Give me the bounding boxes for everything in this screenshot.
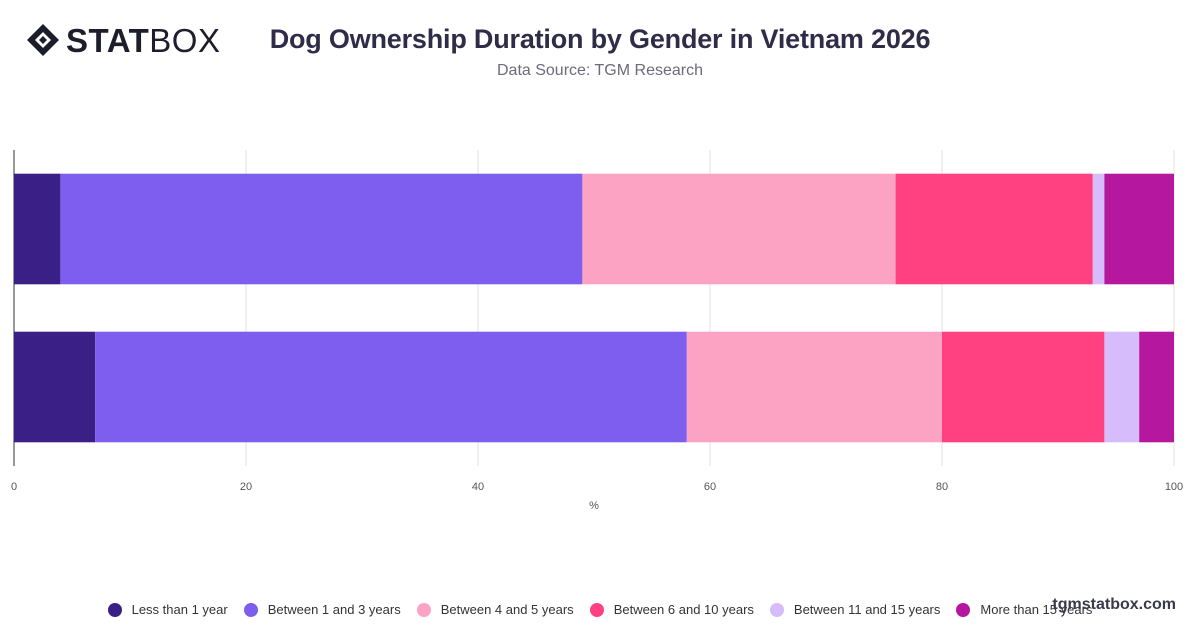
- x-tick-label: 0: [11, 481, 17, 493]
- bar-segment: [14, 331, 96, 443]
- legend-item[interactable]: Between 11 and 15 years: [769, 602, 941, 617]
- bar-segment: [1139, 331, 1174, 443]
- legend-item[interactable]: Less than 1 year: [107, 602, 228, 617]
- statbox-logo: STATBOX: [26, 22, 220, 58]
- stacked-bar-chart: 0 20 40 60 80 100%: [11, 150, 1183, 512]
- bar-segment: [1092, 173, 1105, 285]
- bar-segment: [1104, 173, 1174, 285]
- logo-bold: STAT: [66, 21, 150, 59]
- legend-swatch: [956, 602, 971, 617]
- legend-label: Between 4 and 5 years: [440, 602, 574, 617]
- diamond-logo-icon: [27, 24, 59, 56]
- bar-segment: [14, 173, 61, 285]
- legend-item[interactable]: Between 6 and 10 years: [589, 602, 754, 617]
- x-axis-label: %: [589, 500, 599, 512]
- legend-swatch: [589, 602, 604, 617]
- logo-wordmark: STATBOX: [66, 24, 220, 57]
- x-tick-label: 100: [1165, 481, 1183, 493]
- legend-label: Between 6 and 10 years: [613, 602, 754, 617]
- legend-label: Less than 1 year: [131, 602, 228, 617]
- chart-title: Dog Ownership Duration by Gender in Viet…: [269, 24, 931, 54]
- legend-label: Between 1 and 3 years: [267, 602, 401, 617]
- legend-item[interactable]: More than 15 years: [956, 602, 1092, 617]
- legend-item[interactable]: Between 4 and 5 years: [416, 602, 574, 617]
- chart-subtitle: Data Source: TGM Research: [496, 62, 703, 79]
- x-tick-label: 80: [936, 481, 948, 493]
- bar-segment: [942, 331, 1105, 443]
- x-tick-label: 40: [472, 481, 484, 493]
- legend-label: Between 11 and 15 years: [793, 602, 941, 617]
- watermark: tgmstatbox.com: [1052, 596, 1176, 613]
- legend-swatch: [107, 602, 122, 617]
- bar-segment: [60, 173, 583, 285]
- bar-segment: [1104, 331, 1140, 443]
- legend-label: More than 15 years: [980, 602, 1093, 617]
- legend-swatch: [416, 602, 431, 617]
- bar-segment: [582, 173, 896, 285]
- x-tick-label: 60: [704, 481, 716, 493]
- logo-light: BOX: [149, 21, 221, 59]
- legend-item[interactable]: Between 1 and 3 years: [243, 602, 401, 617]
- chart-legend: Less than 1 year Between 1 and 3 years Bet…: [0, 602, 1200, 617]
- bar-segment: [95, 331, 687, 443]
- x-tick-label: 20: [240, 481, 252, 493]
- bar-segment: [686, 331, 942, 443]
- bar-segment: [895, 173, 1093, 285]
- legend-swatch: [243, 602, 258, 617]
- legend-swatch: [769, 602, 784, 617]
